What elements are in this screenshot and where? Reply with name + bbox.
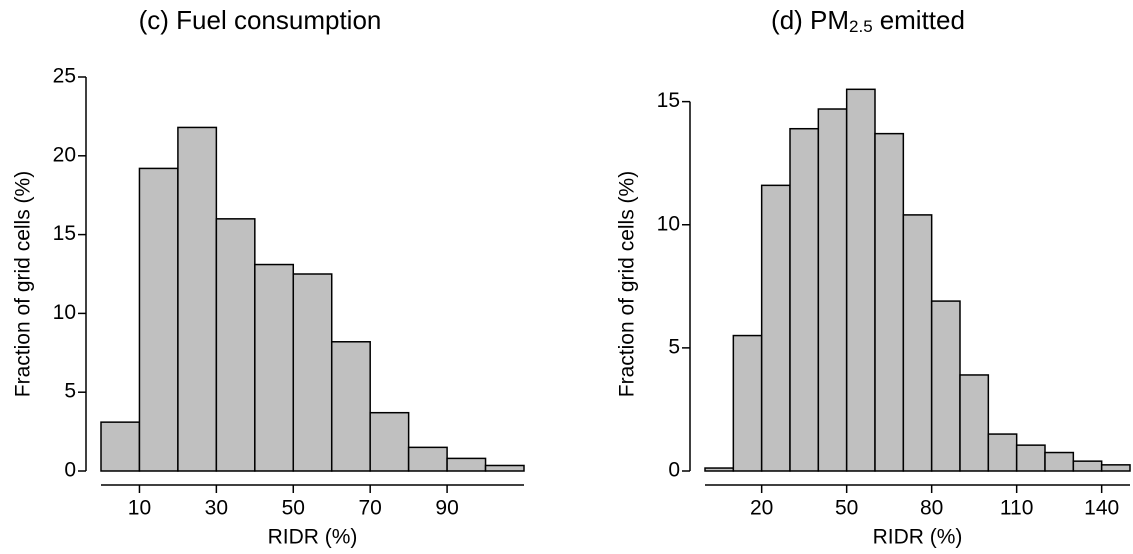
bar xyxy=(484,464,525,472)
x-tick-label: 90 xyxy=(435,497,458,520)
bar xyxy=(369,411,410,472)
x-axis-label: RIDR (%) xyxy=(268,526,358,549)
bar xyxy=(817,108,848,472)
bar xyxy=(987,433,1018,472)
bar xyxy=(407,446,448,472)
x-tick-label: 30 xyxy=(205,497,228,520)
bar xyxy=(760,184,791,472)
y-tick-label: 0 xyxy=(64,459,76,482)
chart-title: (d) PM2.5 emitted xyxy=(771,5,965,37)
chart-title: (c) Fuel consumption xyxy=(139,5,382,35)
x-axis-label: RIDR (%) xyxy=(873,526,963,549)
bar xyxy=(1100,464,1131,472)
bar xyxy=(138,167,179,472)
bar xyxy=(704,467,735,472)
title-text: (c) Fuel consumption xyxy=(139,5,382,35)
bar xyxy=(845,88,876,472)
bar xyxy=(874,132,905,472)
y-tick-label: 15 xyxy=(657,89,680,112)
bar xyxy=(959,374,990,472)
x-tick-label: 10 xyxy=(128,497,151,520)
bar xyxy=(446,457,487,472)
bar xyxy=(292,273,333,472)
y-tick-label: 25 xyxy=(53,65,76,88)
y-axis-label: Fraction of grid cells (%) xyxy=(12,171,35,397)
bar xyxy=(732,334,763,472)
bar xyxy=(100,421,141,472)
x-tick-label: 80 xyxy=(920,497,943,520)
x-tick-label: 140 xyxy=(1084,497,1119,520)
x-tick-label: 110 xyxy=(1000,497,1033,520)
y-tick-label: 5 xyxy=(668,335,680,358)
bar xyxy=(330,341,371,472)
y-tick-label: 10 xyxy=(53,301,76,324)
title-subscript: 2.5 xyxy=(849,17,873,36)
title-suffix: emitted xyxy=(880,5,965,35)
bar xyxy=(215,218,256,472)
bar xyxy=(902,214,933,472)
bar xyxy=(1072,460,1103,472)
bar xyxy=(254,263,295,472)
y-tick-label: 15 xyxy=(53,222,76,245)
y-tick-label: 10 xyxy=(657,212,680,235)
x-tick-label: 20 xyxy=(750,497,773,520)
x-tick-label: 70 xyxy=(359,497,382,520)
bar xyxy=(1044,451,1075,472)
y-axis-label: Fraction of grid cells (%) xyxy=(616,171,639,397)
bar xyxy=(789,127,820,472)
bar xyxy=(1015,444,1046,472)
x-tick-label: 50 xyxy=(835,497,858,520)
bar xyxy=(177,126,218,472)
y-tick-label: 20 xyxy=(53,143,76,166)
y-tick-label: 5 xyxy=(64,380,76,403)
bar xyxy=(930,300,961,472)
title-text: (d) PM xyxy=(771,5,849,35)
y-tick-label: 0 xyxy=(668,459,680,482)
x-tick-label: 50 xyxy=(282,497,305,520)
